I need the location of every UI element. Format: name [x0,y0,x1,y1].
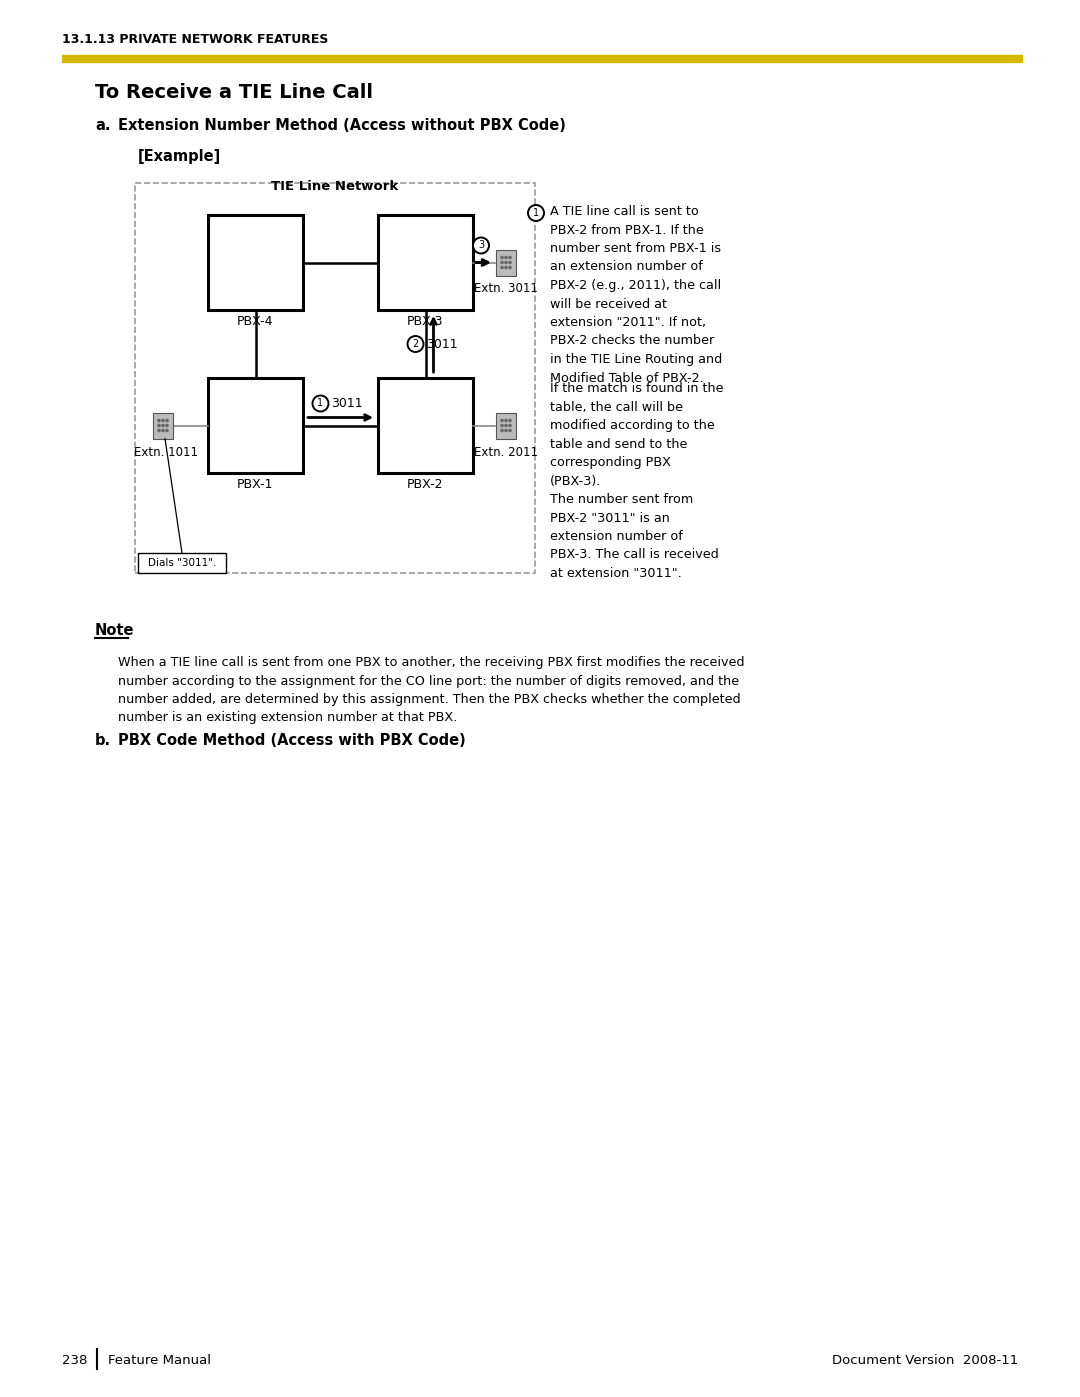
Circle shape [501,419,503,422]
Text: Note: Note [95,623,135,638]
Text: 3011: 3011 [427,338,458,351]
Text: PBX-4: PBX-4 [238,314,273,328]
Text: 1: 1 [532,208,539,218]
Circle shape [162,429,164,432]
Circle shape [501,257,503,258]
Text: 3011: 3011 [332,397,363,409]
Bar [135,183,535,573]
Bar [378,379,473,474]
Circle shape [162,419,164,422]
Text: 3: 3 [478,240,484,250]
Circle shape [158,429,160,432]
Text: Extn. 3011: Extn. 3011 [474,282,538,296]
Circle shape [528,205,544,221]
Bar [496,412,516,439]
Text: Feature Manual: Feature Manual [108,1354,211,1366]
Text: 238: 238 [62,1354,87,1366]
Circle shape [504,425,508,426]
Circle shape [501,261,503,264]
Bar [62,54,1022,61]
Bar [138,553,226,573]
Text: a.: a. [95,117,110,133]
Circle shape [158,419,160,422]
Text: b.: b. [95,733,111,747]
Circle shape [509,267,511,268]
Bar [208,379,303,474]
Text: To Receive a TIE Line Call: To Receive a TIE Line Call [95,82,373,102]
Circle shape [473,237,489,253]
Text: PBX-1: PBX-1 [238,478,273,490]
Text: Document Version  2008-11: Document Version 2008-11 [832,1354,1018,1366]
Circle shape [166,425,168,426]
Text: 2: 2 [413,339,419,349]
Circle shape [504,257,508,258]
Circle shape [501,425,503,426]
Circle shape [509,419,511,422]
Bar [208,215,303,310]
Circle shape [509,425,511,426]
Circle shape [504,267,508,268]
Circle shape [504,261,508,264]
Text: PBX-3: PBX-3 [407,314,444,328]
Text: Extn. 1011: Extn. 1011 [134,446,198,458]
Text: [Example]: [Example] [138,149,221,163]
Circle shape [501,267,503,268]
Circle shape [407,337,423,352]
Bar [378,215,473,310]
Text: 13.1.13 PRIVATE NETWORK FEATURES: 13.1.13 PRIVATE NETWORK FEATURES [62,34,328,46]
Text: If the match is found in the
table, the call will be
modified according to the
t: If the match is found in the table, the … [550,381,724,488]
Circle shape [504,429,508,432]
Circle shape [509,257,511,258]
Text: Extension Number Method (Access without PBX Code): Extension Number Method (Access without … [118,117,566,133]
Circle shape [509,429,511,432]
Circle shape [312,395,328,412]
Bar [153,412,173,439]
Circle shape [158,425,160,426]
Text: The number sent from
PBX-2 "3011" is an
extension number of
PBX-3. The call is r: The number sent from PBX-2 "3011" is an … [550,493,719,580]
Circle shape [501,429,503,432]
Text: Extn. 2011: Extn. 2011 [474,446,538,458]
Text: PBX Code Method (Access with PBX Code): PBX Code Method (Access with PBX Code) [118,733,465,747]
Text: A TIE line call is sent to
PBX-2 from PBX-1. If the
number sent from PBX-1 is
an: A TIE line call is sent to PBX-2 from PB… [550,205,723,384]
Circle shape [504,419,508,422]
Bar [496,250,516,275]
Circle shape [509,261,511,264]
Text: 1: 1 [318,398,324,408]
Circle shape [166,429,168,432]
Text: When a TIE line call is sent from one PBX to another, the receiving PBX first mo: When a TIE line call is sent from one PB… [118,657,744,725]
Circle shape [166,419,168,422]
Circle shape [162,425,164,426]
Text: PBX-2: PBX-2 [407,478,444,490]
Text: Dials "3011".: Dials "3011". [148,557,216,569]
Text: TIE Line Network: TIE Line Network [271,180,399,193]
